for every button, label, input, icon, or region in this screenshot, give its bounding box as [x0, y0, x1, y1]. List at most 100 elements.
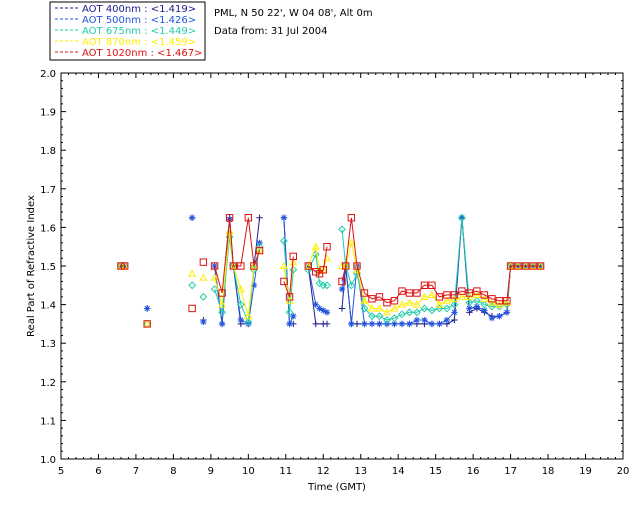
- data-point: [249, 261, 259, 270]
- y-tick-label: 2.0: [40, 69, 56, 80]
- data-point: [323, 281, 331, 290]
- data-point: [323, 309, 331, 316]
- data-point: [398, 320, 406, 328]
- series-line: [214, 217, 261, 294]
- data-point: [250, 262, 258, 270]
- data-point: [312, 320, 319, 328]
- data-point: [451, 309, 458, 316]
- series-line: [341, 217, 541, 304]
- data-point: [236, 300, 245, 309]
- data-point: [480, 300, 489, 309]
- data-point: [458, 287, 466, 295]
- data-point: [413, 289, 421, 297]
- data-point: [143, 320, 151, 328]
- data-point: [188, 214, 196, 221]
- data-point: [450, 291, 459, 299]
- site-info-text: PML, N 50 22', W 04 08', Alt 0m: [214, 8, 373, 19]
- data-point: [375, 293, 384, 301]
- data-point: [472, 296, 481, 305]
- x-tick-label: 18: [542, 466, 555, 477]
- series-4: [116, 227, 545, 327]
- data-point: [367, 304, 377, 312]
- series-layer: [116, 213, 545, 328]
- data-point: [255, 242, 264, 251]
- data-point: [285, 308, 294, 317]
- data-point: [450, 300, 459, 309]
- data-point: [320, 307, 327, 314]
- data-point: [237, 262, 245, 270]
- data-point: [442, 304, 451, 313]
- x-tick-label: 5: [58, 466, 64, 477]
- data-point: [412, 300, 421, 308]
- data-point: [338, 225, 346, 234]
- data-point: [289, 257, 298, 266]
- data-point: [210, 273, 219, 281]
- data-point: [529, 262, 537, 270]
- data-point: [117, 262, 125, 270]
- data-point: [289, 265, 298, 274]
- data-point: [405, 298, 414, 306]
- data-point: [319, 265, 328, 273]
- data-point: [218, 320, 226, 328]
- data-point: [188, 304, 196, 313]
- data-point: [143, 319, 152, 327]
- axes: 5 6 7 8 9 10 11 12 13 14 15 16 17 18 19 20 1.0 1.1 1.2 1.3 1…: [40, 69, 629, 477]
- data-point: [481, 307, 488, 314]
- data-point: [229, 262, 238, 270]
- data-point: [244, 214, 253, 222]
- legend-label: AOT 870nm : <1.459>: [82, 37, 196, 48]
- data-point: [368, 312, 376, 321]
- data-point: [120, 262, 129, 270]
- data-point: [383, 316, 391, 324]
- data-point: [502, 298, 511, 306]
- x-tick-label: 16: [467, 466, 480, 477]
- series-line: [283, 256, 294, 298]
- data-point: [199, 273, 208, 281]
- data-point: [279, 261, 288, 270]
- series-line: [307, 252, 327, 286]
- data-point: [348, 320, 355, 328]
- data-point: [255, 246, 264, 255]
- data-point: [536, 262, 545, 270]
- date-info-text: Data from: 31 Jul 2004: [214, 26, 327, 37]
- data-point: [323, 243, 331, 251]
- data-point: [353, 320, 361, 328]
- data-point: [312, 268, 320, 276]
- data-point: [398, 287, 406, 295]
- y-tick-label: 1.5: [40, 262, 56, 273]
- x-tick-label: 15: [429, 466, 442, 477]
- data-point: [442, 296, 451, 304]
- series-1: [117, 214, 544, 328]
- data-point: [457, 292, 466, 300]
- y-tick-label: 1.7: [40, 185, 56, 196]
- series-5: [117, 214, 545, 328]
- data-point: [342, 262, 350, 270]
- data-point: [521, 262, 530, 270]
- data-point: [338, 277, 346, 286]
- data-point: [421, 316, 428, 324]
- data-point: [435, 293, 444, 301]
- data-point: [304, 262, 312, 270]
- data-point: [405, 308, 414, 317]
- data-point: [347, 214, 356, 222]
- x-tick-label: 13: [354, 466, 367, 477]
- data-point: [338, 285, 346, 293]
- x-axis-label: Time (GMT): [307, 482, 366, 493]
- y-tick-label: 1.6: [40, 223, 56, 234]
- data-point: [488, 295, 496, 303]
- data-point: [199, 292, 208, 301]
- data-point: [338, 305, 346, 312]
- data-point: [353, 262, 361, 270]
- data-point: [435, 300, 444, 308]
- data-point: [495, 297, 504, 305]
- data-point: [225, 214, 234, 222]
- data-point: [218, 308, 227, 317]
- legend-label: AOT 400nm : <1.419>: [82, 4, 196, 15]
- data-point: [466, 305, 473, 312]
- data-point: [255, 246, 264, 254]
- x-tick-label: 14: [392, 466, 405, 477]
- data-point: [397, 300, 406, 308]
- series-line: [307, 244, 328, 271]
- legend: AOT 400nm : <1.419>AOT 500nm : <1.426>AO…: [49, 1, 206, 61]
